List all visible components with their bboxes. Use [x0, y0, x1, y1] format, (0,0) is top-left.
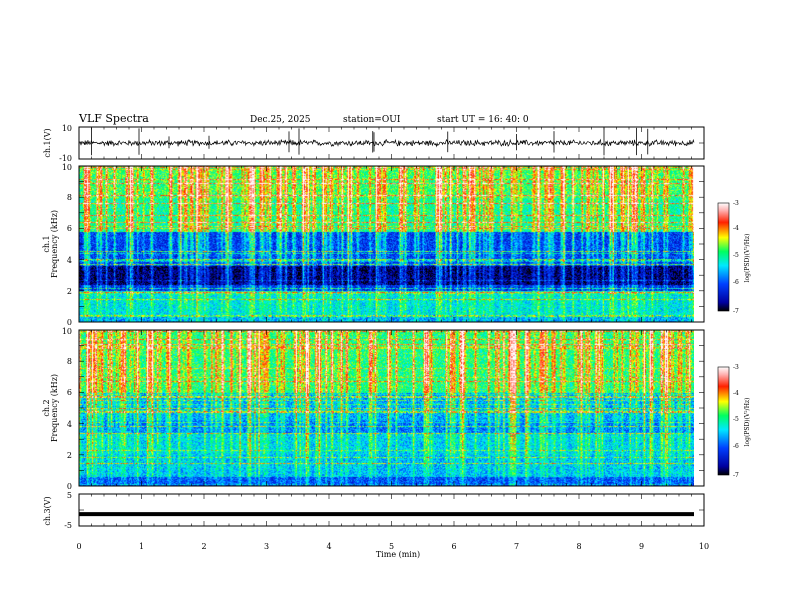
ch1-spectrogram-channel-label: ch.1	[42, 235, 51, 252]
time-tick-label: 3	[264, 542, 269, 551]
ch1-colorbar-tick-6: -6	[733, 279, 739, 286]
ch1-colorbar-label: log(PSD)(V²/Hz)	[744, 234, 751, 283]
ch3-ytick-top: 5	[67, 491, 72, 500]
start-time-label: start UT = 16: 40: 0	[437, 115, 529, 125]
ch1-waveform-ylabel: ch.1(V)	[43, 128, 52, 157]
ch2-colorbar-label: log(PSD)(V²/Hz)	[744, 398, 751, 447]
ch1-freq-tick-2: 2	[67, 287, 72, 296]
ch1-spectrogram-ticks	[78, 165, 705, 323]
ch2-freq-tick-10: 10	[62, 327, 72, 336]
ch1-spectrogram-panel: 0 2 4 6 8 10 ch.1 Frequency (kHz) -3 -4 …	[42, 163, 751, 327]
ch1-freq-tick-10: 10	[62, 163, 72, 172]
ch1-freq-tick-8: 8	[67, 193, 72, 202]
ch3-waveform-ylabel: ch.3(V)	[43, 496, 52, 525]
ch1-spectrogram-ylabel: Frequency (kHz)	[50, 210, 59, 278]
ch1-colorbar-tick-5: -5	[733, 252, 739, 259]
time-tick-label: 10	[699, 542, 709, 551]
time-axis-ticks: 0 1 2 3 4 5 6 7 8 9 10	[76, 542, 709, 551]
ch2-spectrogram-ylabel: Frequency (kHz)	[50, 374, 59, 442]
ch1-ytick-bottom: -10	[59, 154, 72, 163]
time-tick-label: 5	[389, 542, 394, 551]
ch2-freq-tick-4: 4	[67, 420, 72, 429]
ch2-colorbar-tick-7: -7	[733, 472, 739, 479]
ch1-waveform-panel: 10 -10 ch.1(V)	[43, 124, 705, 163]
ch1-waveform-line	[78, 127, 695, 156]
ch2-colorbar-tick-3: -3	[733, 364, 739, 371]
time-tick-label: 2	[201, 542, 206, 551]
time-tick-label: 4	[326, 542, 331, 551]
station-label: station=OUI	[343, 115, 401, 125]
ch1-waveform-trace	[78, 138, 695, 148]
ch2-freq-tick-6: 6	[67, 388, 72, 397]
time-tick-label: 6	[451, 542, 456, 551]
ch1-colorbar-tick-4: -4	[733, 225, 739, 232]
ch2-spectrogram-panel: 0 2 4 6 8 10 ch.2 Frequency (kHz) -3 -4 …	[42, 327, 751, 491]
ch2-freq-tick-2: 2	[67, 451, 72, 460]
figure-title: VLF Spectra	[78, 112, 149, 125]
ch2-spectrogram-ticks	[78, 329, 705, 487]
ch1-colorbar	[717, 202, 730, 312]
ch1-freq-tick-6: 6	[67, 224, 72, 233]
ch2-spectrogram-channel-label: ch.2	[42, 399, 51, 416]
time-tick-label: 8	[576, 542, 581, 551]
ch2-spectrogram-image	[79, 330, 694, 486]
ch2-colorbar-tick-5: -5	[733, 416, 739, 423]
ch1-freq-tick-4: 4	[67, 256, 72, 265]
ch3-waveform-panel: 5 -5 ch.3(V)	[43, 491, 705, 530]
time-axis-label: Time (min)	[376, 550, 420, 559]
ch3-waveform-ticks	[78, 494, 705, 526]
ch1-colorbar-tick-7: -7	[733, 308, 739, 315]
ch2-colorbar-tick-6: -6	[733, 443, 739, 450]
time-tick-label: 9	[639, 542, 644, 551]
ch2-freq-tick-8: 8	[67, 357, 72, 366]
ch2-colorbar-tick-4: -4	[733, 390, 739, 397]
ch1-ytick-top: 10	[62, 124, 72, 133]
ch2-freq-tick-0: 0	[67, 482, 72, 491]
ch1-spectrogram-image	[79, 166, 694, 322]
ch3-ytick-bottom: -5	[64, 521, 72, 530]
time-tick-label: 0	[76, 542, 81, 551]
ch1-freq-tick-0: 0	[67, 318, 72, 327]
time-tick-label: 7	[514, 542, 519, 551]
ch1-colorbar-tick-3: -3	[733, 200, 739, 207]
date-label: Dec.25, 2025	[250, 115, 311, 125]
ch2-colorbar	[717, 366, 730, 476]
ch1-waveform-ticks	[78, 127, 705, 159]
time-tick-label: 1	[139, 542, 144, 551]
